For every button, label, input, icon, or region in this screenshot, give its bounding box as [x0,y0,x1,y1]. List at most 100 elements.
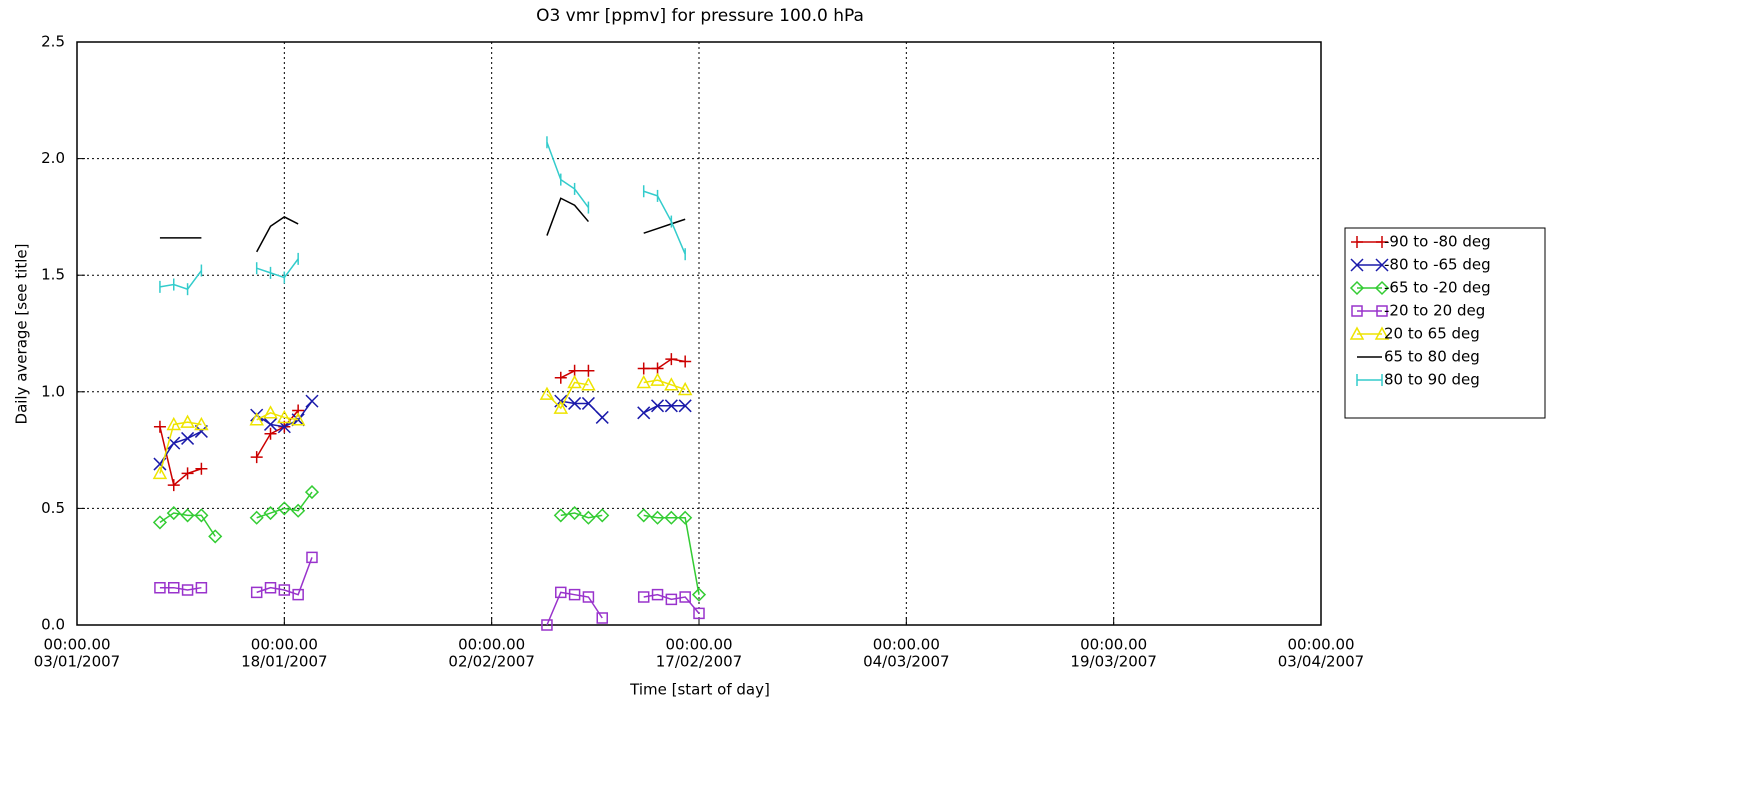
marker [637,362,650,375]
marker [581,396,595,410]
series-line [256,258,299,279]
marker [1376,236,1388,248]
marker [278,584,291,596]
legend-label: -65 to -20 deg [1384,279,1491,297]
marker [181,467,194,480]
marker [166,416,182,431]
marker [678,399,692,413]
y-tick-label: 1.5 [41,266,65,284]
marker [153,420,166,433]
marker [291,503,306,518]
x-tick-label: 00:00.00 [251,636,318,654]
x-tick-label: 00:00.00 [1287,636,1354,654]
series-line [546,591,603,626]
marker [567,374,582,389]
legend-label: 80 to 90 deg [1384,371,1480,389]
marker [677,381,693,396]
series-line [159,270,203,291]
marker [154,581,166,594]
marker [553,400,569,414]
marker [249,412,264,426]
marker [679,355,692,368]
marker [553,508,568,523]
x-axis-title: Time [start of day] [629,681,770,699]
marker [636,374,651,389]
marker [181,431,195,445]
marker [568,588,581,601]
marker [636,508,651,523]
marker [541,619,553,631]
marker [637,591,650,603]
y-tick-label: 2.5 [41,33,65,51]
series-line [159,512,216,537]
series-line [643,358,686,370]
marker [1349,280,1365,296]
marker [637,406,651,420]
marker [664,510,679,525]
series-line [159,426,202,487]
marker [581,377,596,391]
marker [194,508,209,523]
y-tick-label: 0.0 [41,616,65,634]
marker [664,399,678,413]
marker [152,515,167,530]
series-line [546,197,589,236]
marker [1374,326,1390,340]
marker [691,587,707,602]
marker [554,371,567,384]
y-axis-title: Daily average [see title] [13,244,31,425]
marker [250,586,263,599]
series-line [643,190,686,255]
x-tick-label: 02/02/2007 [448,653,534,671]
marker [651,588,664,601]
marker [596,612,608,624]
marker [1351,236,1363,248]
marker [568,364,581,377]
marker [277,409,292,424]
legend-label: 65 to 80 deg [1384,348,1480,366]
series-line [546,381,589,410]
marker [263,506,278,521]
series-line [546,142,590,209]
marker [568,396,582,410]
marker [651,399,665,413]
marker [1374,280,1390,296]
marker [263,405,278,419]
marker [581,510,596,525]
marker [1349,326,1365,340]
legend-label: -90 to -80 deg [1384,233,1491,251]
marker [664,377,679,391]
marker [678,510,693,525]
x-tick-label: 03/04/2007 [1278,653,1364,671]
marker [263,417,278,431]
marker [1376,305,1388,317]
marker [650,510,665,525]
x-tick-label: 00:00.00 [873,636,940,654]
marker [595,508,610,523]
marker [168,581,180,594]
marker [264,427,277,440]
x-tick-label: 00:00.00 [458,636,525,654]
series-line [159,421,202,474]
marker [249,510,264,525]
marker [152,465,168,480]
chart-title: O3 vmr [ppmv] for pressure 100.0 hPa [536,6,864,26]
series-line [256,216,299,253]
marker [1351,305,1363,317]
marker [693,607,705,620]
marker [582,591,595,603]
x-tick-label: 03/01/2007 [34,653,120,671]
marker [305,394,319,408]
marker [555,586,567,599]
marker [180,414,195,428]
x-tick-label: 17/02/2007 [656,653,742,671]
marker [167,479,180,492]
legend-box [1344,227,1546,419]
marker [679,591,691,603]
marker [650,372,665,386]
marker [651,362,664,375]
x-tick-label: 18/01/2007 [241,653,327,671]
series-line [643,379,686,391]
marker [290,412,306,426]
